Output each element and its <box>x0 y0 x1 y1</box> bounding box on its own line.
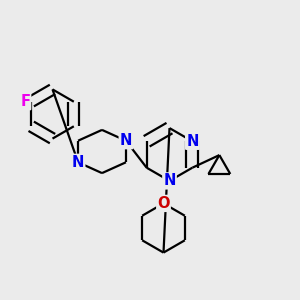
Text: N: N <box>120 133 132 148</box>
Text: N: N <box>186 134 199 149</box>
Text: N: N <box>72 155 84 170</box>
Text: F: F <box>20 94 30 109</box>
Text: N: N <box>163 173 176 188</box>
Text: O: O <box>157 196 170 211</box>
